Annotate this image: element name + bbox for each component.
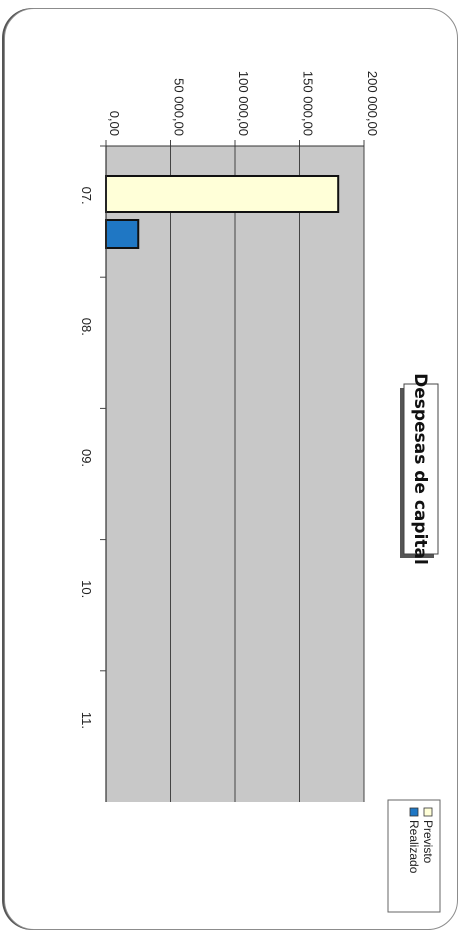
value-tick-label: 150 000,00: [301, 71, 316, 136]
legend-box: [387, 799, 441, 913]
legend-label-previsto: Previsto: [421, 820, 435, 864]
bar-realizado-07: [105, 219, 140, 249]
chart-title: Despesas de capital: [410, 373, 430, 565]
bars: [105, 175, 340, 249]
legend: Previsto Realizado: [387, 799, 441, 913]
category-tick-label: 07.: [79, 187, 94, 205]
value-tick-label: 0,00: [107, 111, 122, 136]
legend-label-realizado: Realizado: [407, 820, 421, 874]
chart-title-box: Despesas de capital: [400, 373, 439, 565]
gridlines: [170, 146, 365, 802]
legend-swatch-previsto: [423, 807, 433, 817]
value-tick-label: 50 000,00: [172, 78, 187, 136]
value-tick-label: 200 000,00: [365, 71, 380, 136]
axes: 0,00 50 000,00 100 000,00 150 000,00 200 000…: [79, 71, 380, 802]
title-frame: [403, 383, 439, 555]
value-tick-label: 100 000,00: [236, 71, 251, 136]
category-tick-label: 09.: [79, 449, 94, 467]
legend-swatch-realizado: [409, 807, 419, 817]
category-tick-label: 11.: [79, 712, 94, 729]
category-tick-label: 08.: [79, 318, 94, 336]
category-tick-label: 10.: [79, 580, 94, 598]
bar-previsto-07: [105, 175, 340, 213]
